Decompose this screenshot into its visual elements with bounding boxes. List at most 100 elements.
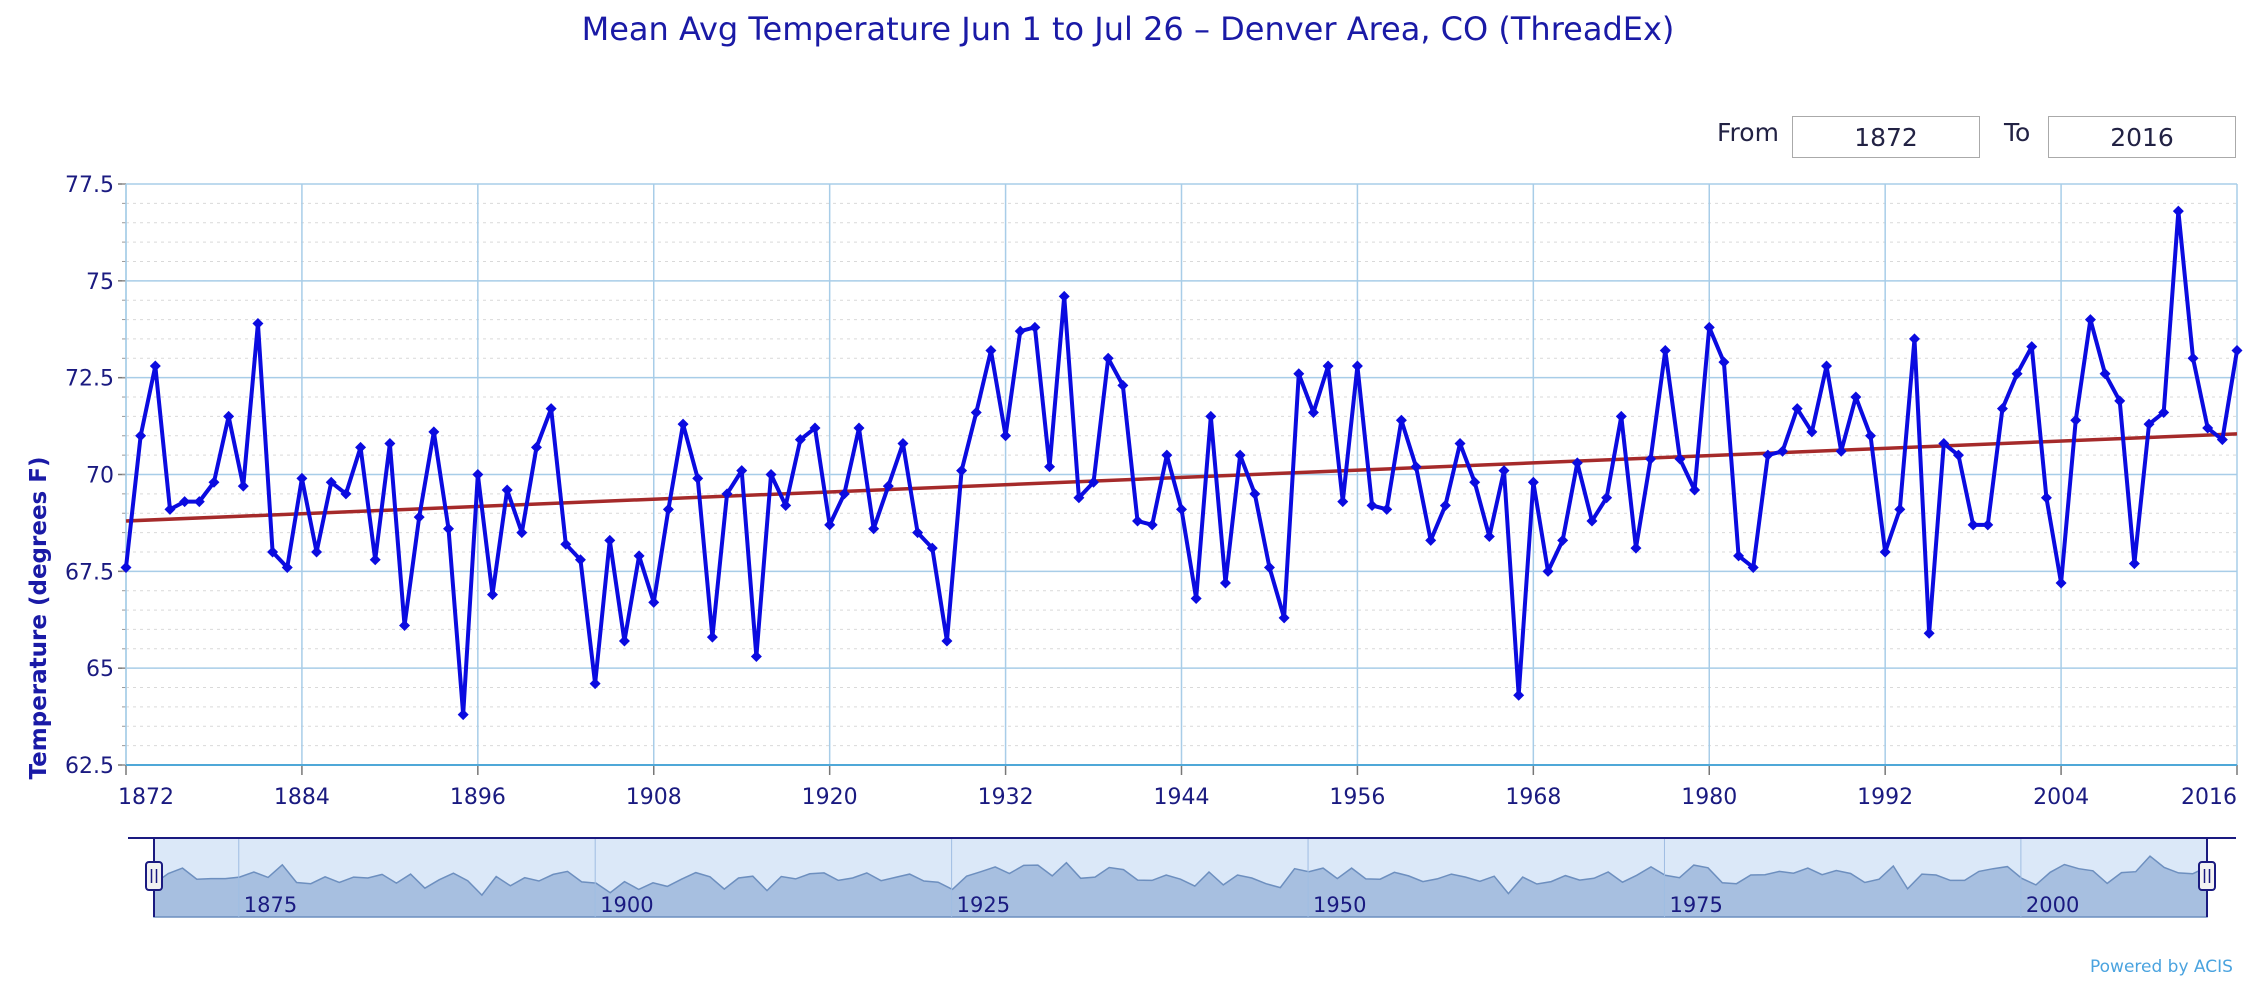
data-point[interactable] <box>897 438 909 450</box>
data-point[interactable] <box>1865 430 1877 442</box>
data-point[interactable] <box>1982 519 1994 531</box>
data-point[interactable] <box>1395 414 1407 426</box>
data-point[interactable] <box>1014 325 1026 337</box>
data-point[interactable] <box>1821 360 1833 372</box>
data-point[interactable] <box>1791 403 1803 415</box>
data-point[interactable] <box>516 527 528 539</box>
data-point[interactable] <box>311 546 323 558</box>
range-navigator[interactable]: 1875 1900 1925 1950 1975 2000 <box>128 837 2236 918</box>
data-point[interactable] <box>809 422 821 434</box>
data-point[interactable] <box>780 499 792 511</box>
data-point[interactable] <box>1483 530 1495 542</box>
data-point[interactable] <box>1601 492 1613 504</box>
data-point[interactable] <box>1278 612 1290 624</box>
data-point[interactable] <box>2128 558 2140 570</box>
data-point[interactable] <box>399 620 411 632</box>
data-point[interactable] <box>1615 410 1627 422</box>
data-point[interactable] <box>457 709 469 721</box>
from-year-input[interactable] <box>1792 116 1980 158</box>
data-point[interactable] <box>1513 689 1525 701</box>
data-point[interactable] <box>193 496 205 508</box>
data-point[interactable] <box>208 476 220 488</box>
data-point[interactable] <box>1747 561 1759 573</box>
data-point[interactable] <box>1938 438 1950 450</box>
data-point[interactable] <box>530 441 542 453</box>
data-point[interactable] <box>179 496 191 508</box>
data-point[interactable] <box>633 550 645 562</box>
handle-grip[interactable] <box>145 861 163 891</box>
data-point[interactable] <box>2187 352 2199 364</box>
data-point[interactable] <box>1439 499 1451 511</box>
data-point[interactable] <box>2026 341 2038 353</box>
data-point[interactable] <box>1425 534 1437 546</box>
data-point[interactable] <box>838 488 850 500</box>
data-point[interactable] <box>2011 368 2023 380</box>
data-point[interactable] <box>1659 345 1671 357</box>
data-point[interactable] <box>1117 379 1129 391</box>
data-point[interactable] <box>545 403 557 415</box>
data-point[interactable] <box>472 469 484 480</box>
data-point[interactable] <box>1029 321 1041 333</box>
data-point[interactable] <box>765 469 777 480</box>
data-point[interactable] <box>1777 445 1789 457</box>
data-point[interactable] <box>1000 430 1012 442</box>
data-point[interactable] <box>970 407 982 419</box>
data-point[interactable] <box>2070 414 2082 426</box>
data-point[interactable] <box>369 554 381 566</box>
handle-grip[interactable] <box>2198 861 2216 891</box>
data-point[interactable] <box>486 589 498 601</box>
data-point[interactable] <box>2114 395 2126 407</box>
data-point[interactable] <box>2055 577 2067 589</box>
data-point[interactable] <box>1498 465 1510 477</box>
data-point[interactable] <box>149 360 161 372</box>
data-point[interactable] <box>824 519 836 531</box>
data-point[interactable] <box>384 438 396 450</box>
data-point[interactable] <box>501 484 513 496</box>
data-point[interactable] <box>2216 434 2228 446</box>
data-point[interactable] <box>692 472 704 484</box>
data-point[interactable] <box>237 480 249 492</box>
powered-by-acis-link[interactable]: Powered by ACIS <box>2090 957 2233 977</box>
data-point[interactable] <box>2084 314 2096 326</box>
data-point[interactable] <box>1879 546 1891 558</box>
data-point[interactable] <box>1146 519 1158 531</box>
data-point[interactable] <box>1733 550 1745 562</box>
data-point[interactable] <box>618 635 630 647</box>
data-point[interactable] <box>1674 453 1686 465</box>
data-point[interactable] <box>574 554 586 566</box>
navigator-left-handle[interactable] <box>145 861 163 891</box>
data-point[interactable] <box>750 651 762 663</box>
data-point[interactable] <box>296 472 308 484</box>
data-point[interactable] <box>2231 345 2243 357</box>
data-point[interactable] <box>648 596 660 608</box>
data-point[interactable] <box>1894 503 1906 515</box>
data-point[interactable] <box>706 631 718 643</box>
data-point[interactable] <box>1073 492 1085 504</box>
data-point[interactable] <box>252 317 264 329</box>
data-point[interactable] <box>1762 449 1774 461</box>
data-point[interactable] <box>1381 503 1393 515</box>
data-point[interactable] <box>1088 476 1100 488</box>
data-point[interactable] <box>912 527 924 539</box>
data-point[interactable] <box>1058 290 1070 302</box>
data-point[interactable] <box>1176 503 1187 515</box>
data-point[interactable] <box>1161 449 1173 461</box>
data-point[interactable] <box>1454 438 1466 450</box>
data-point[interactable] <box>1205 410 1217 422</box>
data-point[interactable] <box>1527 476 1539 488</box>
data-point[interactable] <box>1967 519 1979 531</box>
data-point[interactable] <box>1542 565 1554 577</box>
data-point[interactable] <box>1366 499 1378 511</box>
data-point[interactable] <box>1806 426 1818 438</box>
data-point[interactable] <box>1850 391 1862 403</box>
data-point[interactable] <box>1996 403 2008 415</box>
data-point[interactable] <box>1219 577 1231 589</box>
data-point[interactable] <box>1307 407 1319 419</box>
data-point[interactable] <box>2099 368 2111 380</box>
data-point[interactable] <box>1571 457 1583 469</box>
data-point[interactable] <box>1044 461 1056 473</box>
data-point[interactable] <box>413 511 425 523</box>
data-point[interactable] <box>1630 542 1642 554</box>
data-point[interactable] <box>736 465 748 477</box>
data-point[interactable] <box>956 465 968 477</box>
